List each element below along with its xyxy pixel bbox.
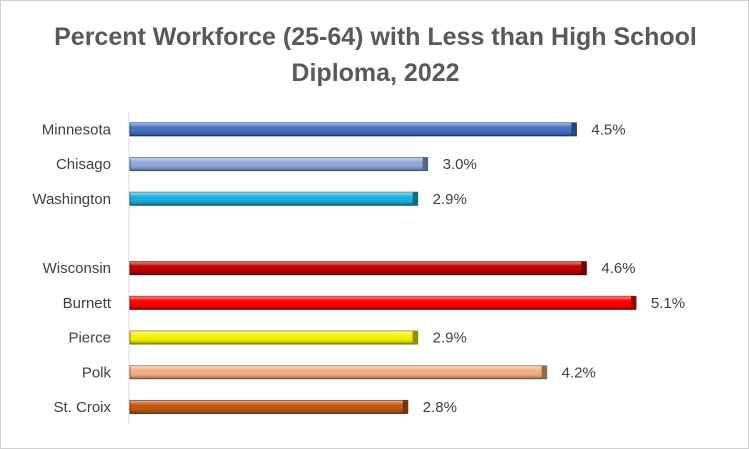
category-label-wisconsin: Wisconsin bbox=[43, 260, 111, 277]
value-label-st-croix: 2.8% bbox=[423, 399, 457, 416]
bar-shine-chisago bbox=[130, 157, 428, 171]
bar-end-polk bbox=[541, 365, 547, 379]
value-label-wisconsin: 4.6% bbox=[601, 260, 635, 277]
bar-shine-burnett bbox=[130, 296, 636, 310]
category-label-st-croix: St. Croix bbox=[53, 399, 111, 416]
value-label-chisago: 3.0% bbox=[443, 156, 477, 173]
bar-end-washington bbox=[412, 192, 418, 206]
category-label-washington: Washington bbox=[32, 191, 111, 208]
category-label-burnett: Burnett bbox=[63, 295, 112, 312]
bar-end-burnett bbox=[630, 296, 636, 310]
bar-end-minnesota bbox=[571, 122, 577, 136]
category-label-polk: Polk bbox=[82, 364, 112, 381]
bar-shine-minnesota bbox=[130, 122, 577, 136]
bar-shine-washington bbox=[130, 192, 418, 206]
chart-title: Percent Workforce (25-64) with Less than… bbox=[54, 23, 697, 87]
bar-shine-polk bbox=[130, 365, 547, 379]
category-label-pierce: Pierce bbox=[68, 330, 111, 347]
bar-end-pierce bbox=[412, 331, 418, 345]
value-label-polk: 4.2% bbox=[562, 364, 596, 381]
bar-end-st-croix bbox=[402, 400, 408, 414]
value-label-burnett: 5.1% bbox=[651, 295, 685, 312]
value-label-washington: 2.9% bbox=[433, 191, 467, 208]
category-label-minnesota: Minnesota bbox=[42, 121, 112, 138]
bar-end-chisago bbox=[422, 157, 428, 171]
bar-shine-pierce bbox=[130, 331, 418, 345]
category-label-chisago: Chisago bbox=[56, 156, 111, 173]
bar-end-wisconsin bbox=[581, 261, 587, 275]
value-label-minnesota: 4.5% bbox=[591, 121, 625, 138]
bar-shine-wisconsin bbox=[130, 261, 587, 275]
value-label-pierce: 2.9% bbox=[433, 330, 467, 347]
bar-shine-st-croix bbox=[130, 400, 408, 414]
